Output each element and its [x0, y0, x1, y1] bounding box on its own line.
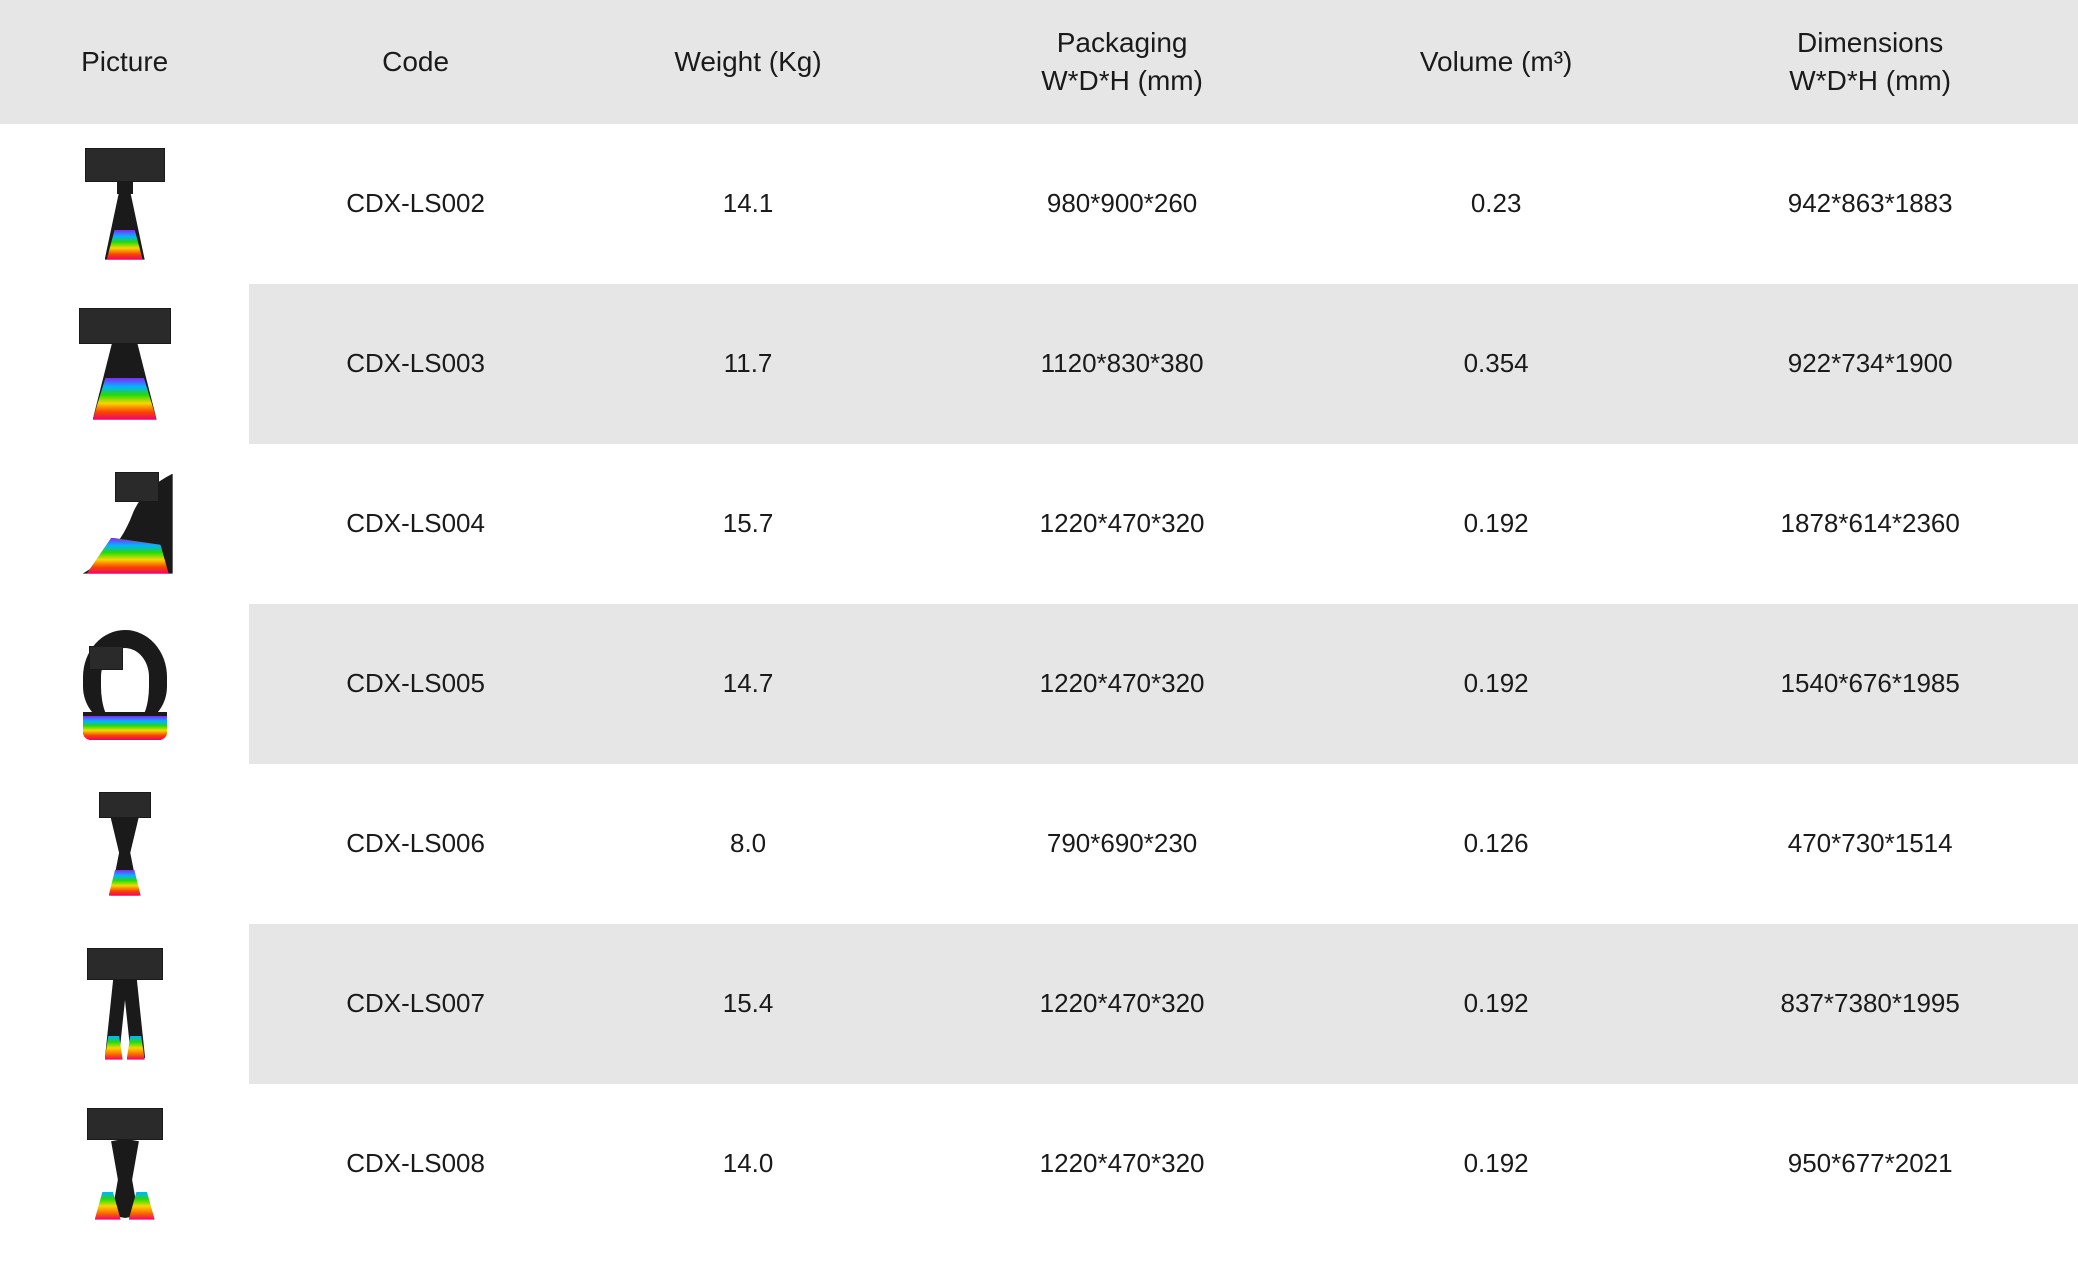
packaging-cell: 1220*470*320 [914, 604, 1330, 764]
product-icon [65, 784, 185, 904]
code-cell: CDX-LS003 [249, 284, 581, 444]
picture-cell [0, 1084, 249, 1244]
table-row: CDX-LS002 14.1 980*900*260 0.23 942*863*… [0, 124, 2078, 284]
volume-cell: 0.192 [1330, 604, 1662, 764]
weight-cell: 11.7 [582, 284, 914, 444]
volume-cell: 0.126 [1330, 764, 1662, 924]
weight-cell: 15.4 [582, 924, 914, 1084]
code-cell: CDX-LS008 [249, 1084, 581, 1244]
col-volume: Volume (m³) [1330, 0, 1662, 124]
product-icon [65, 624, 185, 744]
code-cell: CDX-LS002 [249, 124, 581, 284]
weight-cell: 14.0 [582, 1084, 914, 1244]
table-row: CDX-LS006 8.0 790*690*230 0.126 470*730*… [0, 764, 2078, 924]
volume-cell: 0.192 [1330, 924, 1662, 1084]
code-cell: CDX-LS007 [249, 924, 581, 1084]
weight-cell: 8.0 [582, 764, 914, 924]
packaging-cell: 1220*470*320 [914, 1084, 1330, 1244]
dimensions-cell: 942*863*1883 [1662, 124, 2078, 284]
table-body: CDX-LS002 14.1 980*900*260 0.23 942*863*… [0, 124, 2078, 1244]
packaging-cell: 790*690*230 [914, 764, 1330, 924]
dimensions-cell: 1878*614*2360 [1662, 444, 2078, 604]
packaging-cell: 1120*830*380 [914, 284, 1330, 444]
picture-cell [0, 124, 249, 284]
picture-cell [0, 764, 249, 924]
picture-cell [0, 444, 249, 604]
picture-cell [0, 924, 249, 1084]
col-packaging: PackagingW*D*H (mm) [914, 0, 1330, 124]
product-icon [65, 464, 185, 584]
volume-cell: 0.192 [1330, 444, 1662, 604]
dimensions-cell: 922*734*1900 [1662, 284, 2078, 444]
weight-cell: 14.7 [582, 604, 914, 764]
col-picture: Picture [0, 0, 249, 124]
code-cell: CDX-LS006 [249, 764, 581, 924]
col-code: Code [249, 0, 581, 124]
picture-cell [0, 284, 249, 444]
packaging-cell: 980*900*260 [914, 124, 1330, 284]
packaging-cell: 1220*470*320 [914, 444, 1330, 604]
table-header-row: Picture Code Weight (Kg) PackagingW*D*H … [0, 0, 2078, 124]
dimensions-cell: 1540*676*1985 [1662, 604, 2078, 764]
table-row: CDX-LS005 14.7 1220*470*320 0.192 1540*6… [0, 604, 2078, 764]
table-row: CDX-LS007 15.4 1220*470*320 0.192 837*73… [0, 924, 2078, 1084]
table-row: CDX-LS003 11.7 1120*830*380 0.354 922*73… [0, 284, 2078, 444]
spec-table: Picture Code Weight (Kg) PackagingW*D*H … [0, 0, 2078, 1244]
product-icon [65, 304, 185, 424]
volume-cell: 0.192 [1330, 1084, 1662, 1244]
col-weight: Weight (Kg) [582, 0, 914, 124]
weight-cell: 15.7 [582, 444, 914, 604]
packaging-cell: 1220*470*320 [914, 924, 1330, 1084]
table-row: CDX-LS004 15.7 1220*470*320 0.192 1878*6… [0, 444, 2078, 604]
product-icon [65, 144, 185, 264]
dimensions-cell: 837*7380*1995 [1662, 924, 2078, 1084]
code-cell: CDX-LS004 [249, 444, 581, 604]
volume-cell: 0.354 [1330, 284, 1662, 444]
product-icon [65, 1104, 185, 1224]
table-row: CDX-LS008 14.0 1220*470*320 0.192 950*67… [0, 1084, 2078, 1244]
code-cell: CDX-LS005 [249, 604, 581, 764]
dimensions-cell: 950*677*2021 [1662, 1084, 2078, 1244]
col-dimensions: DimensionsW*D*H (mm) [1662, 0, 2078, 124]
product-icon [65, 944, 185, 1064]
dimensions-cell: 470*730*1514 [1662, 764, 2078, 924]
picture-cell [0, 604, 249, 764]
weight-cell: 14.1 [582, 124, 914, 284]
volume-cell: 0.23 [1330, 124, 1662, 284]
